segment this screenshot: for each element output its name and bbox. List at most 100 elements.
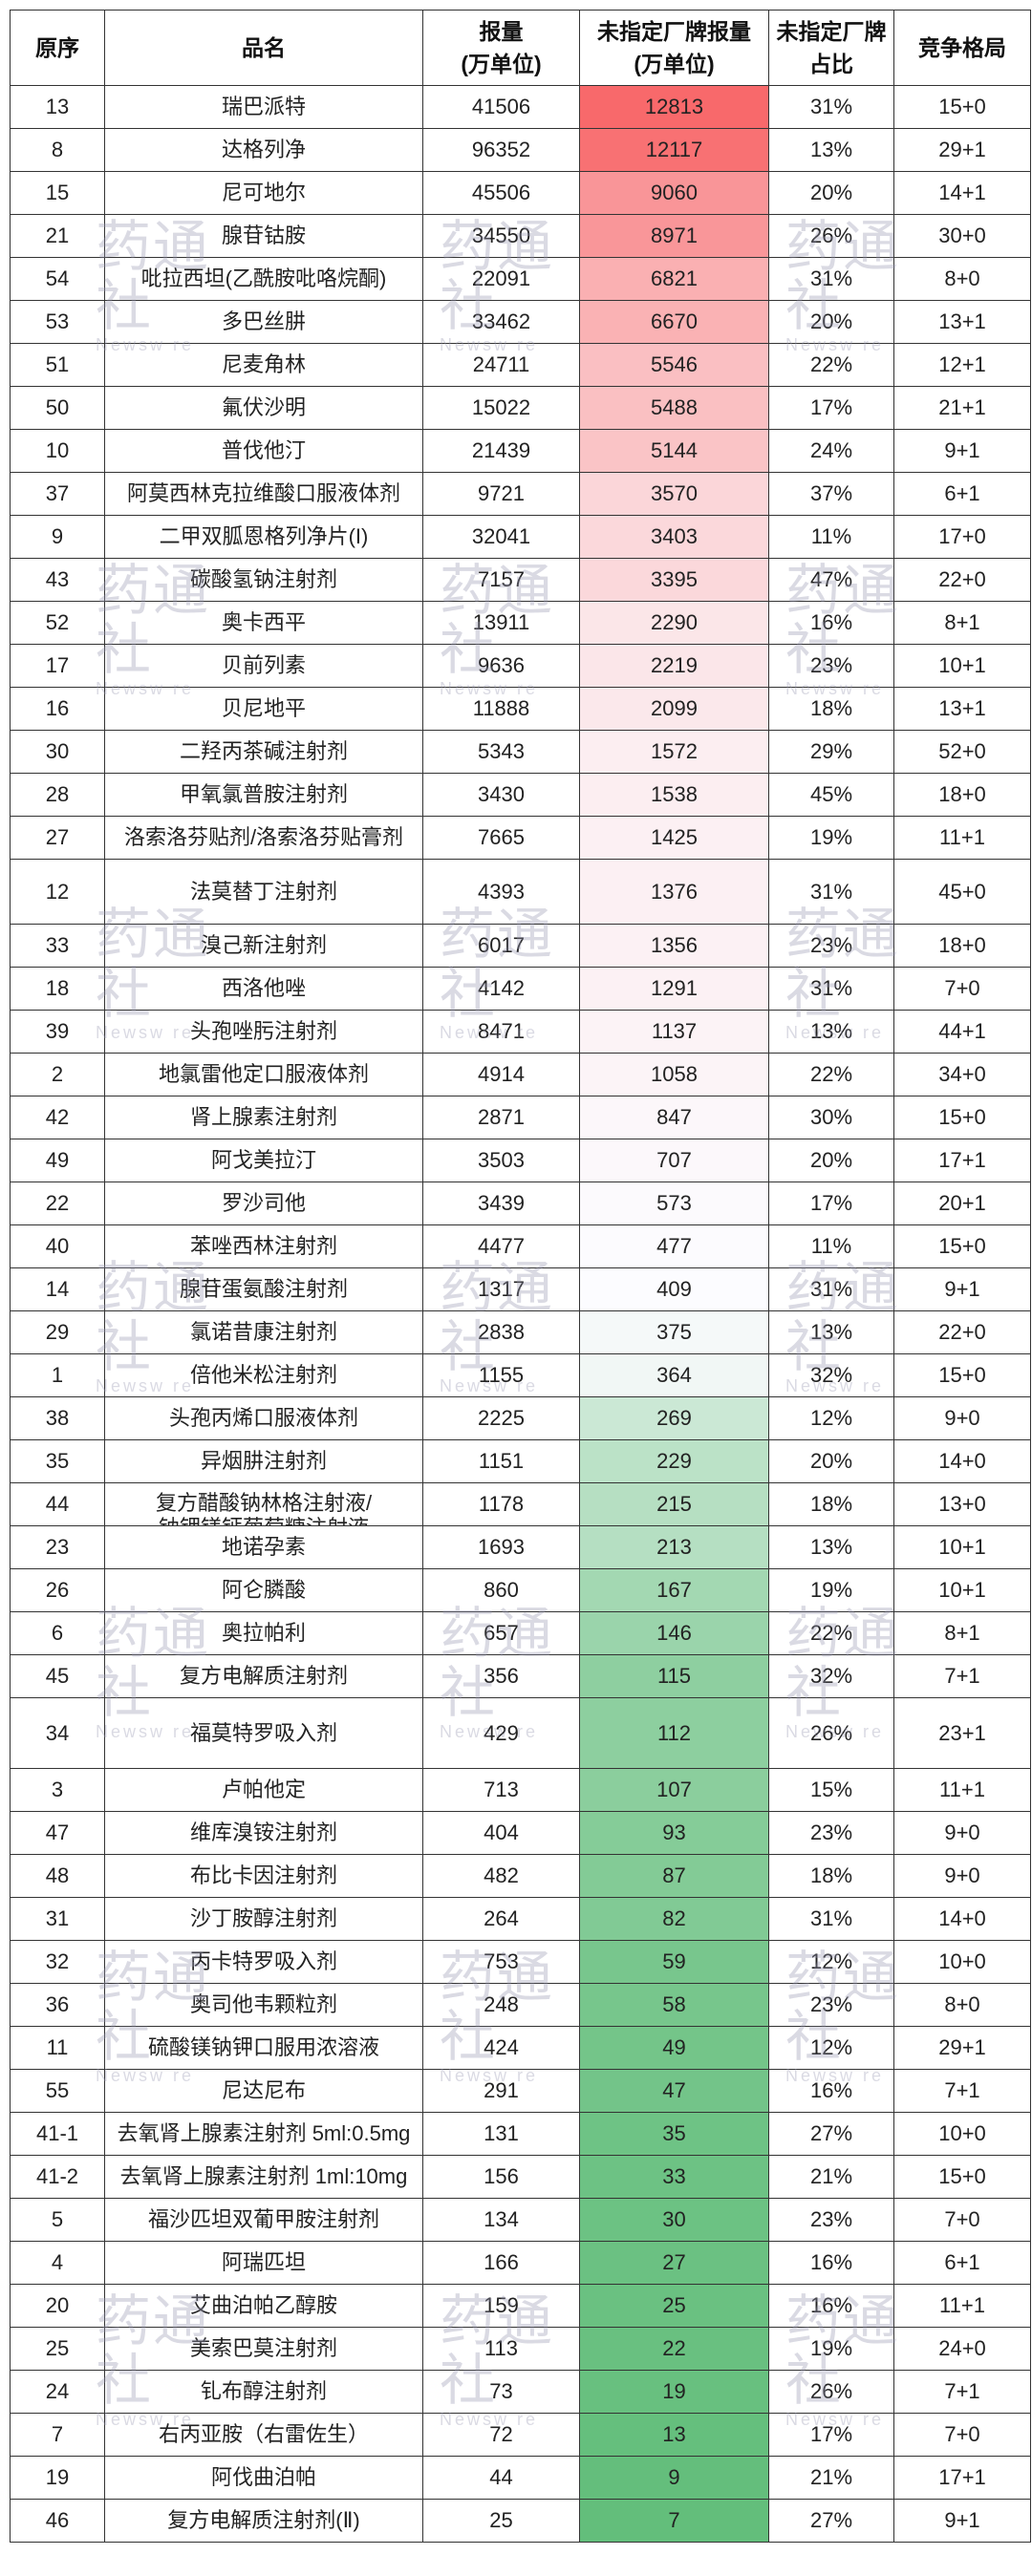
cell-competition: 9+1 xyxy=(893,1267,1031,1311)
table-row: 23 地诺孕素 1693 213 13% 10+1 xyxy=(10,1525,1031,1569)
table-row: 36 奥司他韦颗粒剂 248 58 23% 8+0 xyxy=(10,1983,1031,2027)
cell-name: 地氯雷他定口服液体剂 xyxy=(104,1053,423,1096)
cell-unspecified: 229 xyxy=(579,1439,769,1483)
cell-ratio: 26% xyxy=(768,214,894,258)
cell-unspecified: 2290 xyxy=(579,601,769,645)
cell-name: 阿瑞匹坦 xyxy=(104,2241,423,2285)
cell-competition: 8+1 xyxy=(893,601,1031,645)
cell-name: 美索巴莫注射剂 xyxy=(104,2327,423,2371)
table-row: 32 丙卡特罗吸入剂 753 59 12% 10+0 xyxy=(10,1940,1031,1984)
cell-unspecified: 215 xyxy=(579,1482,769,1526)
table-row: 53 多巴丝肼 33462 6670 20% 13+1 xyxy=(10,300,1031,344)
table-row: 7 右丙亚胺（右雷佐生） 72 13 17% 7+0 xyxy=(10,2413,1031,2457)
cell-ratio: 11% xyxy=(768,515,894,559)
cell-competition: 15+0 xyxy=(893,1224,1031,1268)
cell-seq: 8 xyxy=(10,128,105,172)
cell-competition: 34+0 xyxy=(893,1053,1031,1096)
cell-ratio: 12% xyxy=(768,2026,894,2070)
cell-unspecified: 87 xyxy=(579,1854,769,1898)
cell-competition: 11+1 xyxy=(893,2284,1031,2328)
cell-unspecified: 9060 xyxy=(579,171,769,215)
table-row: 16 贝尼地平 11888 2099 18% 13+1 xyxy=(10,687,1031,731)
cell-competition: 21+1 xyxy=(893,386,1031,430)
cell-ratio: 23% xyxy=(768,924,894,968)
table-body: 13 瑞巴派特 41506 12813 31% 15+0 8 达格列净 96352 12117 13… xyxy=(10,85,1031,2543)
cell-competition: 14+1 xyxy=(893,171,1031,215)
cell-volume: 3430 xyxy=(422,773,580,817)
table-row: 47 维库溴铵注射剂 404 93 23% 9+0 xyxy=(10,1811,1031,1855)
cell-competition: 7+1 xyxy=(893,1654,1031,1698)
cell-name: 洛索洛芬贴剂/洛索洛芬贴膏剂 xyxy=(104,816,423,860)
cell-competition: 29+1 xyxy=(893,2026,1031,2070)
cell-competition: 10+1 xyxy=(893,1568,1031,1612)
cell-unspecified: 146 xyxy=(579,1611,769,1655)
table-row: 21 腺苷钴胺 34550 8971 26% 30+0 xyxy=(10,214,1031,258)
cell-name: 福莫特罗吸入剂 xyxy=(104,1697,423,1769)
cell-seq: 42 xyxy=(10,1096,105,1139)
cell-seq: 43 xyxy=(10,558,105,602)
table-row: 34 福莫特罗吸入剂 429 112 26% 23+1 xyxy=(10,1697,1031,1769)
cell-seq: 41-2 xyxy=(10,2155,105,2199)
table-row: 33 溴己新注射剂 6017 1356 23% 18+0 xyxy=(10,924,1031,968)
cell-ratio: 22% xyxy=(768,343,894,387)
cell-ratio: 16% xyxy=(768,2241,894,2285)
cell-ratio: 29% xyxy=(768,730,894,774)
cell-name: 氯诺昔康注射剂 xyxy=(104,1310,423,1354)
header-unspecified-line2: (万单位) xyxy=(634,52,715,76)
table-row: 13 瑞巴派特 41506 12813 31% 15+0 xyxy=(10,85,1031,129)
table-row: 31 沙丁胺醇注射剂 264 82 31% 14+0 xyxy=(10,1897,1031,1941)
cell-ratio: 13% xyxy=(768,1010,894,1054)
cell-name: 腺苷钴胺 xyxy=(104,214,423,258)
cell-name: 肾上腺素注射剂 xyxy=(104,1096,423,1139)
cell-ratio: 12% xyxy=(768,1396,894,1440)
cell-volume: 7157 xyxy=(422,558,580,602)
cell-unspecified: 107 xyxy=(579,1768,769,1812)
cell-name: 尼麦角林 xyxy=(104,343,423,387)
table-row: 10 普伐他汀 21439 5144 24% 9+1 xyxy=(10,429,1031,473)
cell-competition: 8+1 xyxy=(893,1611,1031,1655)
cell-unspecified: 27 xyxy=(579,2241,769,2285)
cell-seq: 45 xyxy=(10,1654,105,1698)
table-row: 45 复方电解质注射剂 356 115 32% 7+1 xyxy=(10,1654,1031,1698)
cell-name: 去氧肾上腺素注射剂 1ml:10mg xyxy=(104,2155,423,2199)
cell-volume: 356 xyxy=(422,1654,580,1698)
cell-volume: 32041 xyxy=(422,515,580,559)
cell-competition: 15+0 xyxy=(893,1353,1031,1397)
cell-ratio: 32% xyxy=(768,1654,894,1698)
table-row: 48 布比卡因注射剂 482 87 18% 9+0 xyxy=(10,1854,1031,1898)
header-seq: 原序 xyxy=(10,10,105,86)
table-row: 6 奥拉帕利 657 146 22% 8+1 xyxy=(10,1611,1031,1655)
cell-name: 复方醋酸钠林格注射液/钠钾镁钙葡萄糖注射液 xyxy=(104,1482,423,1526)
cell-competition: 8+0 xyxy=(893,257,1031,301)
cell-competition: 14+0 xyxy=(893,1897,1031,1941)
cell-volume: 156 xyxy=(422,2155,580,2199)
table-row: 49 阿戈美拉汀 3503 707 20% 17+1 xyxy=(10,1139,1031,1182)
cell-name: 尼达尼布 xyxy=(104,2069,423,2113)
cell-seq: 2 xyxy=(10,1053,105,1096)
cell-ratio: 11% xyxy=(768,1224,894,1268)
cell-ratio: 23% xyxy=(768,644,894,688)
cell-unspecified: 3570 xyxy=(579,472,769,516)
cell-unspecified: 6821 xyxy=(579,257,769,301)
cell-name: 沙丁胺醇注射剂 xyxy=(104,1897,423,1941)
cell-competition: 11+1 xyxy=(893,1768,1031,1812)
table-row: 12 法莫替丁注射剂 4393 1376 31% 45+0 xyxy=(10,859,1031,925)
cell-volume: 113 xyxy=(422,2327,580,2371)
cell-name: 奥拉帕利 xyxy=(104,1611,423,1655)
table-row: 26 阿仑膦酸 860 167 19% 10+1 xyxy=(10,1568,1031,1612)
table-row: 43 碳酸氢钠注射剂 7157 3395 47% 22+0 xyxy=(10,558,1031,602)
cell-ratio: 13% xyxy=(768,128,894,172)
cell-competition: 13+1 xyxy=(893,300,1031,344)
cell-unspecified: 9 xyxy=(579,2456,769,2500)
table-row: 3 卢帕他定 713 107 15% 11+1 xyxy=(10,1768,1031,1812)
table-row: 52 奥卡西平 13911 2290 16% 8+1 xyxy=(10,601,1031,645)
table-row: 38 头孢丙烯口服液体剂 2225 269 12% 9+0 xyxy=(10,1396,1031,1440)
cell-unspecified: 269 xyxy=(579,1396,769,1440)
cell-ratio: 27% xyxy=(768,2499,894,2543)
cell-name: 溴己新注射剂 xyxy=(104,924,423,968)
cell-unspecified: 2099 xyxy=(579,687,769,731)
cell-ratio: 23% xyxy=(768,1983,894,2027)
cell-unspecified: 1538 xyxy=(579,773,769,817)
cell-name: 去氧肾上腺素注射剂 5ml:0.5mg xyxy=(104,2112,423,2156)
cell-volume: 404 xyxy=(422,1811,580,1855)
